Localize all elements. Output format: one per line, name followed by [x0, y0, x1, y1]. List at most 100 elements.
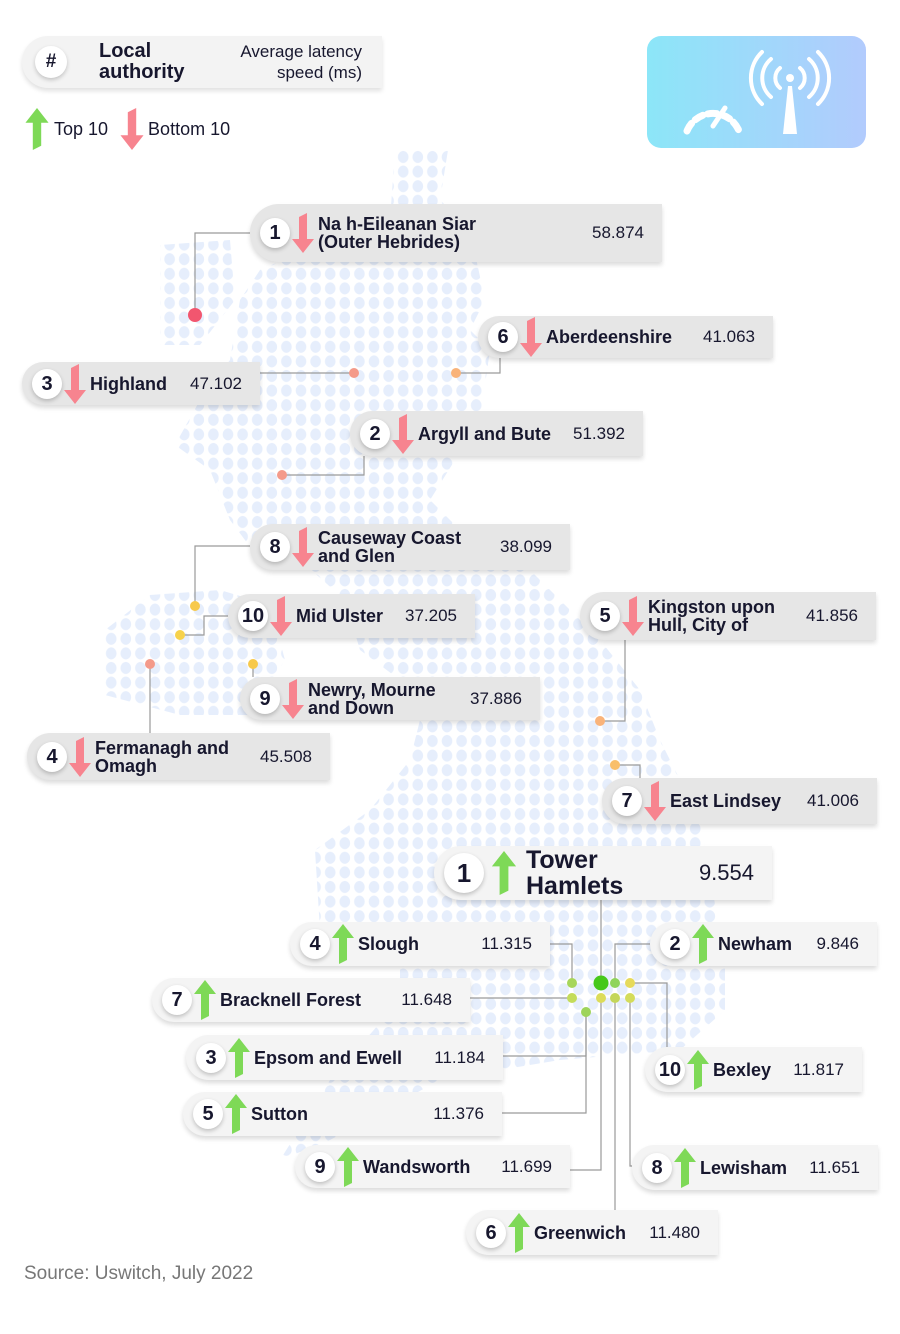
rank-badge: 7: [612, 786, 642, 816]
marker-east-lindsey: [610, 760, 620, 770]
latency-value: 9.554: [698, 860, 754, 885]
latency-value: 37.205: [405, 606, 457, 625]
rank-badge: 6: [476, 1217, 506, 1248]
speedometer-antenna-icon: [647, 36, 866, 148]
authority-name-line: Na h-Eileanan Siar: [318, 214, 477, 234]
authority-name-line: Epsom and Ewell: [254, 1047, 403, 1068]
marker-newry: [248, 659, 258, 669]
label-newry-mourne-and-down: 9 Newry, Mourne and Down 37.886: [240, 677, 540, 720]
label-aberdeenshire: 6 Aberdeenshire 41.063: [478, 316, 773, 358]
down-arrow-icon: [292, 527, 314, 567]
down-arrow-icon: [270, 596, 292, 636]
authority-name: Mid Ulster: [296, 607, 405, 625]
authority-name-line: East Lindsey: [670, 791, 782, 811]
label-sutton: 5 Sutton 11.376: [183, 1092, 502, 1136]
location-markers: [145, 308, 635, 1017]
up-arrow-icon: [692, 924, 714, 964]
authority-name: Newry, Mourne and Down: [308, 681, 470, 717]
authority-name: Causeway Coast and Glen: [318, 529, 500, 565]
authority-name-line: Newry, Mourne: [308, 679, 436, 700]
latency-value: 9.846: [816, 934, 859, 953]
marker-epsom-sutton: [581, 1007, 591, 1017]
marker-highland: [349, 368, 359, 378]
authority-name-line: Causeway Coast: [318, 528, 462, 548]
authority-name: Na h-Eileanan Siar (Outer Hebrides): [318, 215, 592, 251]
rank-badge: 5: [193, 1099, 223, 1129]
rank-badge: 9: [305, 1151, 335, 1182]
authority-name: Argyll and Bute: [418, 425, 573, 443]
authority-name: East Lindsey: [670, 792, 807, 810]
rank-badge: 10: [238, 601, 268, 631]
up-arrow-icon: [674, 1147, 696, 1188]
authority-name: Bracknell Forest: [220, 991, 401, 1009]
legend: Top 10 Bottom 10: [22, 108, 234, 150]
authority-name-line: Mid Ulster: [296, 606, 384, 626]
authority-name-line: Hull, City of: [648, 615, 748, 635]
authority-name: Epsom and Ewell: [254, 1049, 434, 1067]
authority-name-line: Highland: [90, 373, 167, 394]
authority-name-line: Slough: [358, 934, 419, 954]
authority-name-line: Greenwich: [534, 1222, 627, 1243]
marker-argyll-and-bute: [277, 470, 287, 480]
legend-header: # Local authority Average latency speed …: [22, 36, 382, 88]
rank-badge: 3: [196, 1042, 226, 1073]
latency-value: 41.006: [807, 791, 859, 810]
rank-badge: 1: [260, 218, 290, 248]
marker-mid-ulster: [175, 630, 185, 640]
rank-badge: 7: [162, 985, 192, 1015]
marker-lewisham: [625, 993, 635, 1003]
latency-value: 58.874: [592, 223, 644, 242]
authority-name-line: Tower Hamlets: [526, 846, 624, 900]
down-arrow-icon: [120, 108, 144, 150]
authority-name: Sutton: [251, 1105, 433, 1123]
authority-name-line: (Outer Hebrides): [318, 232, 461, 252]
authority-name: Aberdeenshire: [546, 328, 703, 346]
up-arrow-icon: [228, 1037, 250, 1078]
latency-value: 11.651: [809, 1157, 860, 1177]
label-tower-hamlets: 1 Tower Hamlets 9.554: [434, 846, 772, 900]
latency-value: 41.063: [703, 327, 755, 346]
latency-value: 11.184: [434, 1047, 485, 1067]
legend-top-label: Top 10: [54, 118, 109, 139]
rank-badge: 9: [250, 683, 280, 714]
authority-name-line: Wandsworth: [363, 1156, 471, 1177]
label-newham: 2 Newham 9.846: [650, 922, 877, 966]
label-highland: 3 Highland 47.102: [22, 362, 260, 405]
authority-name: Lewisham: [700, 1159, 809, 1177]
label-bracknell-forest: 7 Bracknell Forest 11.648: [152, 978, 470, 1022]
latency-value: 37.886: [470, 688, 522, 708]
rank-symbol: #: [35, 46, 67, 78]
marker-bexley: [625, 978, 635, 988]
up-arrow-icon: [225, 1094, 247, 1134]
authority-name: Fermanagh and Omagh: [95, 739, 260, 775]
down-arrow-icon: [64, 363, 86, 404]
latency-value: 41.856: [806, 606, 858, 625]
label-mid-ulster: 10 Mid Ulster 37.205: [228, 594, 475, 638]
label-na-h-eileanan-siar-outer-hebrides: 1 Na h-Eileanan Siar (Outer Hebrides) 58.87…: [250, 204, 662, 262]
label-wandsworth: 9 Wandsworth 11.699: [295, 1145, 570, 1188]
rank-badge: 5: [590, 601, 620, 631]
authority-name: Tower Hamlets: [526, 847, 699, 899]
rank-badge: 6: [488, 322, 518, 352]
latency-value: 38.099: [500, 537, 552, 556]
label-epsom-and-ewell: 3 Epsom and Ewell 11.184: [186, 1035, 503, 1080]
rank-badge: 4: [37, 741, 67, 772]
latency-value: 51.392: [573, 423, 625, 443]
marker-slough: [567, 978, 577, 988]
rank-badge: 8: [260, 532, 290, 562]
latency-value: 11.315: [481, 934, 532, 953]
label-kingston-upon-hull-city-of: 5 Kingston upon Hull, City of 41.856: [580, 592, 876, 640]
label-greenwich: 6 Greenwich 11.480: [466, 1210, 718, 1255]
authority-name: Greenwich: [534, 1224, 649, 1242]
authority-name-line: Fermanagh and: [95, 737, 230, 758]
latency-value: 11.648: [401, 990, 452, 1009]
great-britain-dots: [175, 150, 725, 1160]
source-note: Source: Uswitch, July 2022: [24, 1263, 254, 1284]
authority-name: Highland: [90, 375, 190, 393]
label-east-lindsey: 7 East Lindsey 41.006: [602, 778, 877, 824]
legend-bottom-label: Bottom 10: [148, 118, 231, 139]
up-arrow-icon: [337, 1146, 359, 1187]
rank-badge: 10: [655, 1054, 685, 1085]
authority-name-line: Argyll and Bute: [418, 423, 552, 444]
authority-name: Wandsworth: [363, 1158, 501, 1176]
